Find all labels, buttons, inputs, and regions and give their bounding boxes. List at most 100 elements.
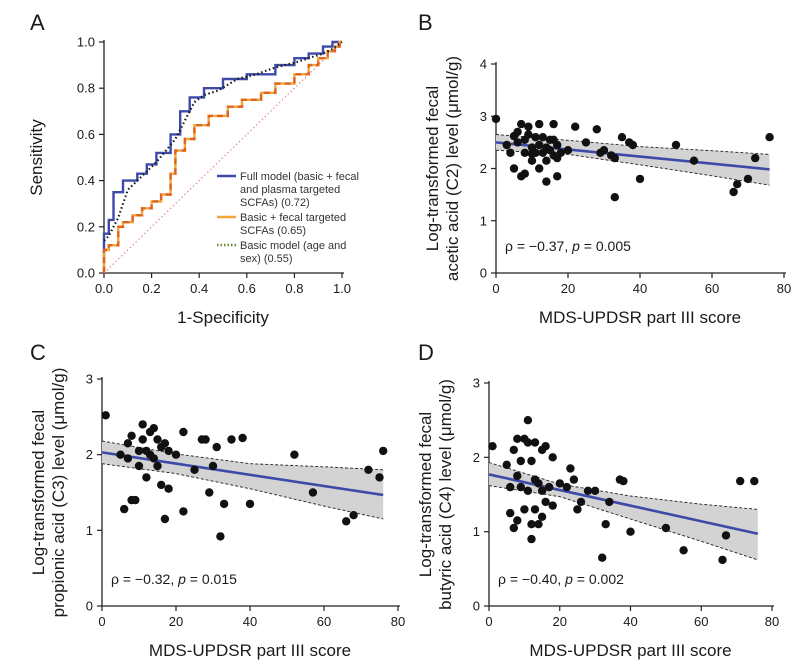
y-tick-label: 3 [480,109,487,124]
x-tick-label: 80 [391,614,405,629]
data-point [523,416,533,425]
y-tick-label: 1.0 [77,35,95,50]
data-point [524,122,533,131]
data-point [179,427,188,437]
data-point [491,114,501,124]
data-point [502,140,511,150]
data-point [581,138,591,147]
roc-line-0 [102,40,342,273]
data-point [626,527,635,536]
data-point [531,133,540,142]
data-point [164,484,173,493]
data-point [628,140,637,150]
data-point [131,495,140,505]
data-point [555,479,564,488]
data-point [227,435,236,444]
panel-C: C 0 20 40 60 80 0 1 2 3 MDS-UPDSR part III score Lo… [29,340,405,660]
x-tick-label: 60 [694,614,708,629]
data-point [520,169,529,178]
data-point [599,146,609,155]
y-tick-label: 1 [86,523,93,538]
data-point [736,476,745,486]
data-point [101,411,110,420]
data-point [534,520,543,529]
data-point [619,476,628,486]
data-point [488,442,497,451]
data-point [671,140,681,150]
regression-line [101,451,384,497]
data-point [509,523,518,533]
data-point [308,488,318,497]
data-point [171,450,181,459]
x-tick-label: 20 [561,281,575,296]
data-point [751,153,760,163]
stat-annotation: ρ = −0.37, p = 0.005 [505,238,631,254]
data-point [601,520,610,529]
y-axis-label: Log-transformed fecal [416,412,435,577]
x-tick-label: 80 [765,614,779,629]
data-point [592,125,601,134]
y-tick-label: 1 [480,213,487,228]
data-point [743,174,753,184]
data-point [520,505,529,514]
stat-value: = 0.002 [573,571,624,587]
data-point [535,119,544,129]
data-point [506,482,515,492]
data-point [733,180,742,189]
y-tick-label: 0.0 [77,266,95,281]
data-point [598,553,607,562]
data-point [679,546,688,555]
data-point [513,471,522,481]
data-point [123,439,133,448]
data-point [537,486,547,495]
stat-value: = 0.015 [186,571,237,587]
data-point [635,174,645,184]
data-point [523,438,533,447]
x-tick-label: 40 [243,614,257,629]
stat-rho: ρ = −0.37, [505,238,572,254]
data-point [134,446,144,456]
roc-line-2 [103,41,343,242]
y-tick-label: 0.2 [77,219,95,234]
confidence-band [496,134,770,186]
data-point [542,156,551,165]
band-upper-edge [101,440,384,471]
data-point [120,504,129,514]
data-point [375,473,384,482]
data-point [527,156,537,165]
data-point [535,140,544,150]
confidence-band [102,441,384,519]
data-point [541,442,550,451]
data-point [571,122,580,131]
data-point [527,534,536,544]
data-point [219,499,229,509]
x-tick-label: 0 [492,281,499,296]
y-axis-label: Log-transformed fecal [423,86,442,251]
data-point [127,431,136,440]
data-point [534,479,543,488]
x-tick-label: 0.4 [190,281,208,296]
x-tick-label: 0.2 [143,281,161,296]
stat-annotation: ρ = −0.32, p = 0.015 [111,571,237,587]
data-point [590,486,600,495]
data-point [205,488,214,497]
data-point [527,456,536,466]
stat-p: p [571,238,580,254]
x-axis-label: MDS-UPDSR part III score [149,641,351,660]
x-tick-label: 0.0 [95,281,113,296]
x-tick-label: 60 [705,281,719,296]
data-point [513,127,522,137]
stat-value: = 0.005 [580,238,631,254]
y-tick-label: 4 [480,57,487,72]
panel-B: B 0 20 40 60 80 0 1 2 3 4 MDS-UPDSR part III score L… [418,10,791,327]
data-point [531,148,540,157]
data-point [661,523,671,533]
data-point [610,193,619,202]
x-tick-label: 0 [485,614,492,629]
stat-p: p [564,571,573,587]
stat-annotation: ρ = −0.40, p = 0.002 [498,571,624,587]
data-point [201,435,210,444]
data-point [605,497,614,507]
stat-rho: ρ = −0.32, [111,571,178,587]
data-point [576,497,586,507]
